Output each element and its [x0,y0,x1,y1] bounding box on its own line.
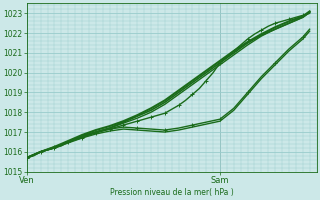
X-axis label: Pression niveau de la mer( hPa ): Pression niveau de la mer( hPa ) [110,188,234,197]
